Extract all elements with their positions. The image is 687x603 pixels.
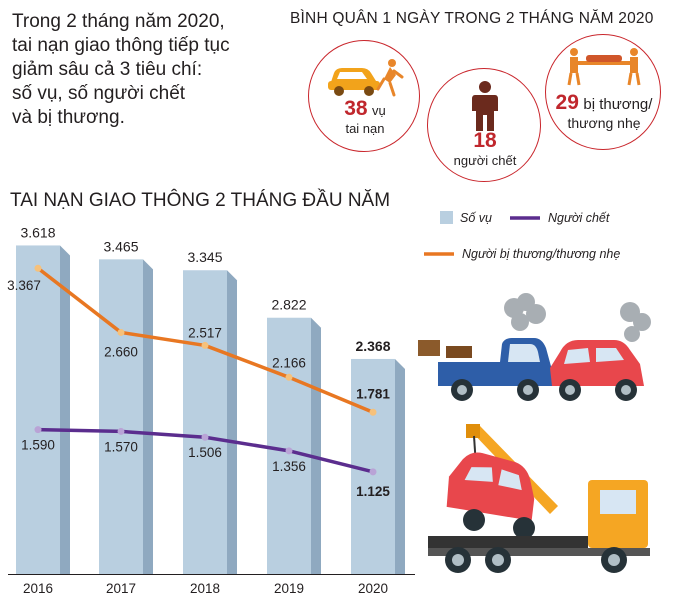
bar-value-label: 3.345 xyxy=(187,249,222,265)
bar-side xyxy=(311,317,321,574)
bar-side xyxy=(143,259,153,574)
bar xyxy=(267,317,311,574)
bar-side xyxy=(395,358,405,574)
bar-value-label: 3.465 xyxy=(103,238,138,254)
injured-point xyxy=(201,341,209,349)
x-tick-label: 2018 xyxy=(190,581,220,596)
bar xyxy=(99,259,143,574)
bar-side xyxy=(227,270,237,574)
tow-truck-icon xyxy=(428,424,650,573)
x-tick-label: 2020 xyxy=(358,581,388,596)
injured-unit: bị thương/ xyxy=(583,96,653,113)
deaths-value-label: 1.125 xyxy=(356,484,390,499)
stretcher-icon xyxy=(567,48,641,86)
injured-value-label: 3.367 xyxy=(7,278,41,293)
accidents-bubble: 38 vụ tai nạn xyxy=(308,40,420,152)
intro-text: Trong 2 tháng năm 2020, tai nạn giao thô… xyxy=(12,10,282,130)
legend-label-injured: Người bị thương/thương nhẹ xyxy=(462,247,620,261)
accidents-unit: vụ xyxy=(372,103,386,118)
deaths-value-label: 1.506 xyxy=(188,445,222,460)
injured-label: thương nhẹ xyxy=(567,115,641,131)
x-tick-label: 2016 xyxy=(23,581,53,596)
deaths-value-label: 1.590 xyxy=(21,438,55,453)
bar-value-label: 2.822 xyxy=(271,297,306,313)
injured-point xyxy=(117,328,125,336)
daily-average-title: BÌNH QUÂN 1 NGÀY TRONG 2 THÁNG NĂM 2020 xyxy=(290,10,654,27)
bar-value-label: 3.618 xyxy=(20,224,55,240)
injured-value-label: 2.660 xyxy=(104,344,138,359)
injured-bubble: 29 bị thương/ thương nhẹ xyxy=(545,34,661,150)
intro-line: số vụ, số người chết xyxy=(12,83,186,104)
deaths-value-label: 1.570 xyxy=(104,439,138,454)
deaths-bubble: 18 người chết xyxy=(427,68,541,182)
injured-value-label: 2.166 xyxy=(272,355,306,370)
intro-line: Trong 2 tháng năm 2020, xyxy=(12,11,225,32)
deaths-point xyxy=(285,447,293,455)
legend-swatch-bars xyxy=(440,211,453,224)
intro-line: và bị thương. xyxy=(12,107,125,128)
injured-point xyxy=(369,408,377,416)
intro-line: giảm sâu cả 3 tiêu chí: xyxy=(12,59,203,80)
bar-value-label: 2.368 xyxy=(355,338,390,354)
intro-line: tai nạn giao thông tiếp tục xyxy=(12,35,230,56)
deaths-point xyxy=(201,433,209,441)
bar-side xyxy=(60,245,70,575)
deaths-value-label: 1.356 xyxy=(272,459,306,474)
deaths-point xyxy=(117,427,125,435)
accidents-label: tai nạn xyxy=(345,121,385,136)
deaths-point xyxy=(34,426,42,434)
crashed-cars-icon xyxy=(418,293,651,401)
legend-label-deaths: Người chết xyxy=(548,211,610,225)
x-tick-label: 2017 xyxy=(106,581,136,596)
deaths-label: người chết xyxy=(453,153,517,168)
injured-value: 29 xyxy=(555,91,579,114)
injured-point xyxy=(285,373,293,381)
deaths-point xyxy=(369,468,377,476)
injured-value-label: 1.781 xyxy=(356,386,390,401)
bar xyxy=(16,245,60,575)
bar xyxy=(183,270,227,574)
car-crash-icon xyxy=(328,59,404,97)
accidents-value: 38 xyxy=(344,97,368,120)
injured-value-label: 2.517 xyxy=(188,325,222,340)
x-tick-label: 2019 xyxy=(274,581,304,596)
deaths-value: 18 xyxy=(473,129,497,152)
chart-title: TAI NẠN GIAO THÔNG 2 THÁNG ĐẦU NĂM xyxy=(10,190,391,211)
injured-point xyxy=(34,264,42,272)
person-icon xyxy=(472,81,498,131)
legend-label-bars: Số vụ xyxy=(460,211,492,225)
